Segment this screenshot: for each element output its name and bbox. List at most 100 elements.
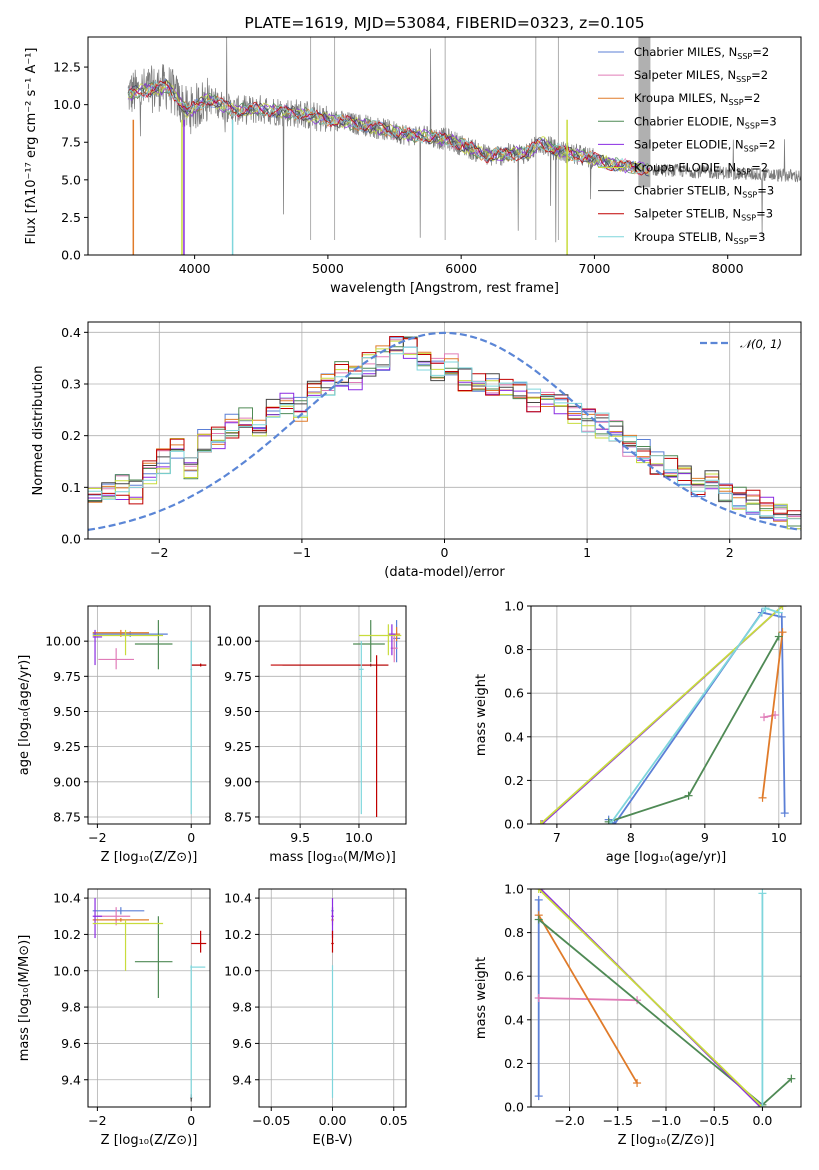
legend-label: 𝒩(0, 1) xyxy=(740,337,782,351)
x-tick-label: 9 xyxy=(701,830,709,845)
y-tick-label: 9.25 xyxy=(53,739,81,754)
axes-frame xyxy=(87,321,802,540)
weight-line xyxy=(608,611,786,824)
x-tick-label: −0.5 xyxy=(699,1113,729,1128)
y-tick-label: 5.0 xyxy=(61,172,81,187)
x-tick-label: −1 xyxy=(293,545,311,560)
weight-line xyxy=(609,607,780,824)
histogram-step xyxy=(88,336,801,539)
legend-sub: SSP xyxy=(734,237,749,246)
panel-mass-vs-ebv: −0.05 0.00 0.05 9.4 9.6 9.8 10.0 10.2 10.4 E(B-V) xyxy=(224,888,408,1148)
y-tick-label: 10.00 xyxy=(216,634,252,649)
y-tick-label: 10.00 xyxy=(45,634,81,649)
x-tick-label: −1.5 xyxy=(603,1113,633,1128)
y-tick-label: 0.2 xyxy=(61,428,81,443)
legend-sub: SSP xyxy=(737,52,752,61)
x-tick-label: 0.0 xyxy=(752,1113,772,1128)
legend-name: Salpeter MILES, N xyxy=(634,68,736,82)
model-fit-line xyxy=(127,80,650,175)
plot-area xyxy=(331,898,334,1098)
legend-label: Chabrier STELIB, NSSP=3 xyxy=(634,184,774,200)
y-tick-label: 10.2 xyxy=(224,927,252,942)
panel-age-vs-Z: −2 0 8.75 9.00 9.25 9.50 9.75 10.00 Z [log₁₀(Z/Z… xyxy=(17,605,211,865)
y-tick-label: 0.0 xyxy=(504,1100,524,1115)
plot-area xyxy=(92,898,207,1102)
y-axis-label: Normed distribution xyxy=(31,366,46,496)
y-tick-label: 9.4 xyxy=(232,1072,252,1087)
axes-frame xyxy=(258,605,407,825)
weight-line xyxy=(537,914,638,1084)
y-tick-label: 10.4 xyxy=(53,891,81,906)
x-axis-label: age [log₁₀(age/yr)] xyxy=(606,850,727,865)
legend-label: Chabrier MILES, NSSP=2 xyxy=(634,45,769,61)
y-tick-label: 1.0 xyxy=(504,882,524,897)
y-axis-label: mass weight xyxy=(474,674,489,756)
axes-frame xyxy=(87,888,211,1108)
y-tick-label: 0.8 xyxy=(504,642,524,657)
x-axis-label: Z [log₁₀(Z/Z⊙)] xyxy=(101,850,198,865)
weight-line xyxy=(538,889,764,1107)
legend-sub: SSP xyxy=(742,191,757,200)
y-tick-label: 0.0 xyxy=(61,248,81,263)
x-tick-label: −0.05 xyxy=(252,1113,290,1128)
y-tick-label: 10.2 xyxy=(53,927,81,942)
weight-line xyxy=(608,636,780,823)
legend-name: Kroupa ELODIE, N xyxy=(634,161,736,175)
x-tick-label: 5000 xyxy=(312,261,344,276)
legend-suffix: =2 xyxy=(751,68,768,82)
x-axis-label: wavelength [Angstrom, rest frame] xyxy=(330,281,559,296)
x-axis-label: mass [log₁₀(M/M⊙)] xyxy=(269,850,396,865)
y-tick-label: 0.0 xyxy=(61,532,81,547)
x-tick-label: 0.05 xyxy=(380,1113,408,1128)
axes-frame xyxy=(258,888,407,1108)
legend-name: Chabrier MILES, N xyxy=(634,45,737,59)
legend-suffix: =2 xyxy=(752,45,769,59)
legend-label: Salpeter STELIB, NSSP=3 xyxy=(634,207,773,223)
y-tick-label: 9.50 xyxy=(224,704,252,719)
y-axis-label: Flux [fλ10⁻¹⁷ erg cm⁻² s⁻¹ A⁻¹] xyxy=(24,48,39,245)
x-tick-label: 0 xyxy=(441,545,449,560)
y-tick-label: 10.4 xyxy=(224,891,252,906)
x-tick-label: 0 xyxy=(187,830,195,845)
x-tick-label: −2 xyxy=(88,1113,106,1128)
y-tick-label: 1.0 xyxy=(504,599,524,614)
y-tick-label: 10.0 xyxy=(224,963,252,978)
legend-label: Salpeter ELODIE, NSSP=2 xyxy=(634,137,776,153)
legend-name: Salpeter ELODIE, N xyxy=(634,137,744,151)
y-tick-label: 10.0 xyxy=(53,97,81,112)
y-axis-label: mass weight xyxy=(474,957,489,1039)
x-tick-label: 9.5 xyxy=(290,830,310,845)
y-tick-label: 2.5 xyxy=(61,210,81,225)
x-tick-label: −2 xyxy=(88,830,106,845)
axes-frame xyxy=(530,605,802,825)
y-axis-label: mass [log₁₀(M/M⊙)] xyxy=(17,935,32,1062)
x-tick-label: 10 xyxy=(771,830,787,845)
y-tick-label: 0.1 xyxy=(61,480,81,495)
masked-region xyxy=(638,37,651,188)
y-tick-label: 0.0 xyxy=(504,817,524,832)
y-tick-label: 9.75 xyxy=(53,669,81,684)
x-tick-label: 4000 xyxy=(179,261,211,276)
y-tick-label: 9.00 xyxy=(224,774,252,789)
panel-spectrum: 4000 5000 6000 7000 8000 0.0 2.5 5.0 7.5 10.0 12.5… xyxy=(24,14,802,296)
x-axis-label: (data-model)/error xyxy=(384,565,505,580)
axes-frame xyxy=(530,888,802,1108)
y-tick-label: 0.3 xyxy=(61,377,81,392)
normal-curve xyxy=(88,331,801,531)
legend-suffix: =3 xyxy=(757,184,774,198)
x-axis-label: Z [log₁₀(Z/Z⊙)] xyxy=(618,1133,715,1148)
panel-weight-vs-Z: −2.0 −1.5 −1.0 −0.5 0.0 0.0 0.2 0.4 0.6 0.8 1.0 Z [… xyxy=(474,882,802,1148)
x-tick-label: 7 xyxy=(553,830,561,845)
y-tick-label: 9.8 xyxy=(61,1000,81,1015)
legend-name: Salpeter STELIB, N xyxy=(634,207,741,221)
legend-sub: SSP xyxy=(744,144,759,153)
panel-residuals: −2 −1 0 1 2 0.0 0.1 0.2 0.3 0.4 (data-model)/error… xyxy=(31,321,802,580)
x-tick-label: −1.0 xyxy=(651,1113,681,1128)
legend-label: Salpeter MILES, NSSP=2 xyxy=(634,68,768,84)
plot-area xyxy=(534,889,796,1107)
x-tick-label: 1 xyxy=(583,545,591,560)
x-tick-label: 10.0 xyxy=(345,830,373,845)
y-tick-label: 9.6 xyxy=(232,1036,252,1051)
